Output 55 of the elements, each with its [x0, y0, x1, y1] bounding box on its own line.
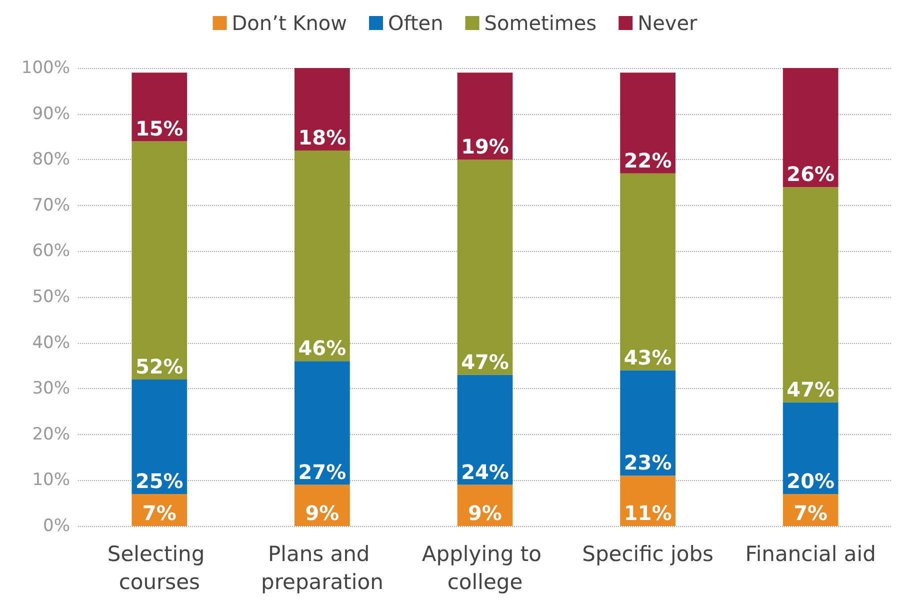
bar [294, 150, 350, 362]
data-label: 24% [461, 460, 509, 484]
legend-label: Sometimes [484, 11, 597, 35]
bar [132, 141, 188, 380]
data-label: 46% [298, 336, 346, 360]
bar [620, 173, 676, 370]
data-label: 9% [468, 501, 502, 525]
legend-label: Don’t Know [232, 11, 348, 35]
bar [620, 370, 676, 476]
bar [782, 402, 838, 494]
bar [294, 68, 350, 150]
x-tick-label: Plans and preparation [261, 542, 384, 594]
x-tick-label: Specific jobs [582, 542, 714, 566]
y-tick-label: 10% [32, 470, 70, 490]
y-tick-label: 20% [32, 424, 70, 444]
y-tick-label: 80% [32, 150, 70, 170]
data-label: 52% [135, 354, 184, 378]
bar [620, 72, 676, 174]
x-tick-label: Financial aid [745, 542, 876, 566]
data-label: 25% [135, 468, 184, 493]
bar [457, 160, 513, 375]
data-label: 7% [142, 501, 176, 525]
y-tick-label: 0% [43, 516, 70, 536]
data-label: 9% [305, 501, 340, 525]
x-tick-label: Selecting courses [107, 542, 212, 594]
data-label: 27% [298, 460, 346, 484]
x-tick-label: Applying to college [422, 542, 548, 594]
y-tick-label: 100% [21, 58, 70, 78]
y-tick-label: 60% [32, 241, 70, 262]
data-label: 22% [624, 148, 672, 172]
data-label: 23% [624, 450, 672, 475]
y-tick-label: 90% [32, 104, 70, 124]
data-label: 47% [461, 350, 509, 374]
legend-label: Often [388, 11, 444, 35]
bar [294, 361, 350, 485]
y-tick-label: 50% [32, 287, 70, 307]
bar [457, 374, 513, 485]
y-tick-label: 40% [32, 332, 70, 353]
data-label: 7% [794, 501, 828, 525]
data-label: 15% [135, 116, 184, 140]
data-label: 47% [786, 377, 835, 402]
data-label: 11% [624, 501, 672, 525]
bar [782, 187, 838, 402]
data-label: 26% [786, 162, 835, 186]
bar [132, 379, 188, 494]
bar [782, 68, 838, 188]
legend-label: Never [638, 11, 698, 35]
data-label: 20% [786, 468, 835, 493]
y-tick-label: 30% [32, 378, 70, 399]
bar [457, 72, 513, 160]
bar [132, 72, 188, 142]
data-label: 43% [624, 345, 672, 370]
data-label: 19% [461, 134, 509, 159]
data-label: 18% [298, 125, 346, 150]
y-tick-label: 70% [32, 195, 70, 216]
